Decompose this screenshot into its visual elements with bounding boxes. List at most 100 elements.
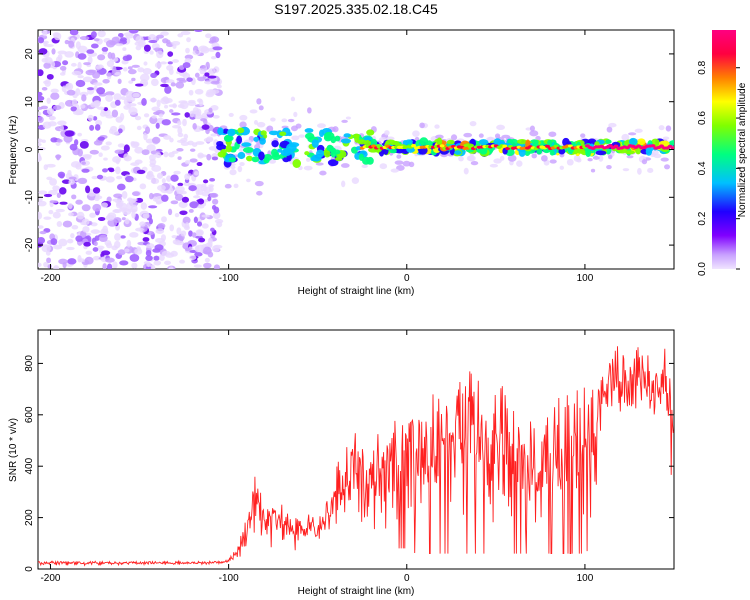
spectral-blob [268,130,279,136]
spectral-blob [576,148,585,154]
spectral-blob [67,169,72,176]
spectral-blob [658,125,665,131]
spectral-blob [116,175,123,180]
spectral-blob [122,67,128,72]
spectral-blob [38,142,42,147]
spectral-blob [256,98,262,105]
spectral-blob [91,43,99,49]
spectral-blob [558,148,566,155]
spectral-blob [155,200,162,205]
spectral-blob [122,55,131,62]
spectral-blob [662,136,670,140]
spectral-blob [177,156,182,161]
spectral-blob [66,246,75,251]
spectral-blob [127,208,138,213]
spectral-blob [529,130,539,137]
spectral-blob [195,141,205,145]
spectral-blob [91,175,99,180]
spectral-blob [139,183,147,190]
spectral-blob [123,104,131,110]
spectral-blob [38,111,42,117]
spectral-blob [135,227,144,232]
spectral-blob [67,202,73,210]
spectral-blob [114,72,122,76]
spectral-blob [134,146,144,154]
spectral-blob [45,163,56,168]
spectral-blob [119,112,125,121]
spectral-blob [469,121,477,127]
spectral-blob [304,128,314,133]
spectral-blob [62,60,69,66]
spectral-blob [249,109,258,114]
colorbar-ticks: 0.0 0.2 0.4 0.6 0.8 [697,60,740,276]
spectral-blob [121,190,128,199]
spectral-blob [93,140,103,146]
spectral-blob [396,154,402,159]
spectral-blob [44,57,53,64]
spectral-blob [210,227,215,232]
spectral-blob [379,163,388,170]
spectral-blob [606,165,612,170]
spectral-blob [304,151,310,156]
spectral-blob [97,245,105,250]
spectral-blob [197,198,205,205]
spectrogram-marks [38,30,674,269]
spectral-blob [193,195,201,199]
spectral-blob [549,150,555,156]
spectral-blob [172,59,179,63]
spectral-blob [64,130,75,137]
spectral-blob [548,131,557,137]
spectral-blob [106,242,113,249]
spectral-blob [408,161,415,168]
spectral-blob [123,32,134,37]
spectral-blob [112,65,117,74]
spectral-blob [73,139,79,146]
spectral-blob [61,85,67,93]
spectral-blob [128,30,139,34]
spectral-blob [628,137,638,146]
spectral-blob [56,139,63,143]
spectral-blob [126,239,132,248]
spectral-blob [295,123,302,129]
spectral-blob [101,46,109,52]
spectral-blob [84,256,94,265]
spectral-blob [466,155,475,162]
spectral-blob [200,185,208,192]
spectral-blob [178,100,188,104]
spectral-blob [68,212,74,217]
spectral-blob [43,193,53,198]
spectral-blob [81,161,86,165]
spectral-blob [86,87,95,91]
snr-y-ticks: 0 200 400 600 800 [24,355,674,572]
spectral-blob [165,79,175,84]
spectral-blob [112,198,122,202]
spectral-blob [164,104,169,109]
spectrogram-x-ticks: -200 -100 0 100 [40,30,594,284]
spectral-blob [238,148,245,152]
y-tick-label: 400 [24,457,35,474]
spectral-blob [180,30,191,36]
spectral-blob [182,118,187,127]
spectral-blob [177,132,184,138]
spectral-blob [547,139,553,146]
spectral-blob [149,158,157,166]
spectral-blob [131,262,138,269]
spectral-blob [203,118,208,125]
spectral-blob [319,170,327,176]
spectral-blob [531,153,537,159]
spectral-blob [332,149,341,155]
spectral-blob [38,236,46,244]
colorbar: 0.0 0.2 0.4 0.6 0.8 Normalized spectral ampl… [697,30,748,276]
spectral-blob [281,118,288,123]
y-tick-label: 10 [24,96,35,108]
spectral-blob [134,83,144,87]
spectral-blob [175,81,185,89]
spectral-blob [208,107,213,113]
spectral-blob [41,244,51,248]
spectral-blob [148,40,158,44]
spectral-blob [245,155,253,162]
spectral-blob [59,124,64,132]
spectral-blob [143,113,150,118]
spectral-blob [79,91,89,97]
spectral-blob [135,45,142,51]
